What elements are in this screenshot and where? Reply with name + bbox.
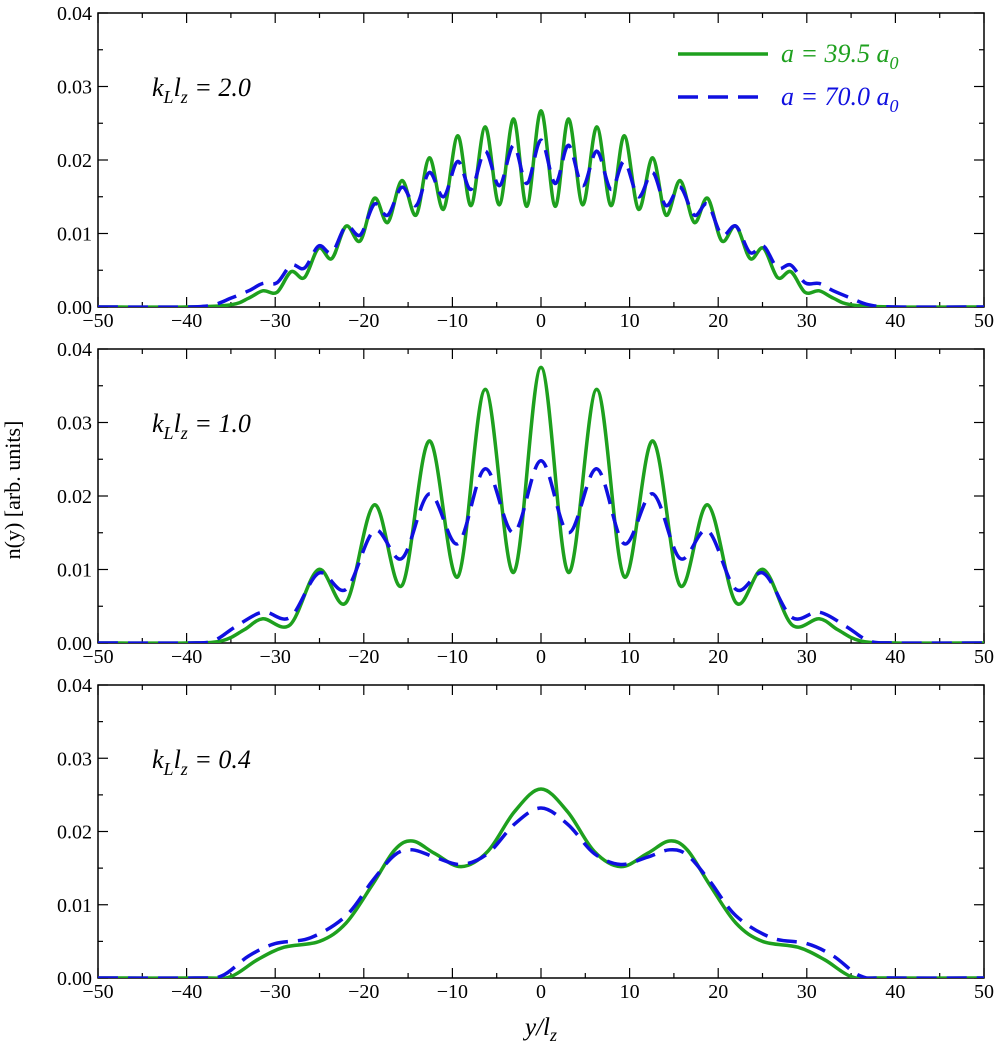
panel-3: −50 −40 −30 −20 −10 0 10 20 30 40 50 0.00 0.01 0.02 0.… [57,675,994,1003]
x-tick-label: −30 [260,981,291,1003]
series-line-a395 [98,109,984,307]
panel-label-part: L [163,423,174,443]
x-tick-label: −10 [437,310,468,332]
x-tick-label: −20 [348,646,379,668]
x-tick-label: 50 [974,310,994,332]
panel-label: kLlz = 0.4 [152,745,251,779]
y-tick-label: 0.01 [57,560,92,582]
x-tick-label: 10 [620,310,640,332]
x-tick-label: 30 [797,646,817,668]
x-tick-label: −30 [260,310,291,332]
y-tick-label: 0.03 [57,748,92,770]
panel-2: −50 −40 −30 −20 −10 0 10 20 30 40 50 0.00 0.01 0.02 0.… [57,339,994,668]
y-tick-label: 0.03 [57,77,92,99]
series-line-a395 [98,787,984,978]
x-axis-label: y/lz [522,1014,557,1044]
legend-entry: a = 70.0 a0 [781,82,899,116]
panel-frame [97,684,985,979]
x-axis-label-sub: z [549,1025,557,1044]
panel-label-part: l [174,745,181,774]
panel-label: kLlz = 1.0 [152,409,251,443]
panel-label-part: z [180,87,188,107]
panel-label-part: = 0.4 [188,745,251,774]
panel-label-part: k [152,745,164,774]
y-tick-label: 0.01 [57,895,92,917]
x-tick-label: 40 [885,981,905,1003]
x-tick-label: −40 [171,310,202,332]
panel-label-part: L [163,759,174,779]
x-tick-label: 40 [885,646,905,668]
y-tick-label: 0.00 [57,968,92,990]
series-line-a700 [98,806,984,978]
panel-label-part: l [174,409,181,438]
y-tick-label: 0.02 [57,150,92,172]
y-tick-label: 0.04 [57,675,92,697]
x-tick-label: −40 [171,981,202,1003]
panel-label-part: z [180,759,188,779]
panel-label-part: k [152,409,164,438]
series-line-a700 [98,458,984,643]
series-line-a700 [98,138,984,307]
x-tick-label: −50 [82,981,113,1003]
panel-label: kLlz = 2.0 [152,73,251,107]
x-tick-label: 50 [974,646,994,668]
x-tick-label: 50 [974,981,994,1003]
panel-label-part: l [174,73,181,102]
x-tick-label: 10 [620,981,640,1003]
y-tick-label: 0.04 [57,3,92,25]
x-tick-label: 20 [708,646,728,668]
x-tick-label: 40 [885,310,905,332]
x-tick-label: −10 [437,646,468,668]
panel-label-part: k [152,73,164,102]
y-tick-label: 0.01 [57,224,92,246]
x-tick-label: −30 [260,646,291,668]
x-tick-label: 0 [536,646,546,668]
y-tick-label: 0.00 [57,297,92,319]
x-tick-label: −50 [82,310,113,332]
x-tick-label: 30 [797,981,817,1003]
x-tick-label: 0 [536,310,546,332]
panel-frame [97,348,985,644]
x-tick-label: 20 [708,981,728,1003]
panel-label-part: = 2.0 [188,73,251,102]
panel-label-part: L [163,87,174,107]
x-tick-label: −50 [82,646,113,668]
panel-label-part: z [180,423,188,443]
y-tick-label: 0.00 [57,633,92,655]
x-tick-label: −20 [348,310,379,332]
y-tick-label: 0.02 [57,486,92,508]
x-tick-label: 10 [620,646,640,668]
series-line-a395 [98,365,984,643]
legend-entry: a = 39.5 a0 [781,39,899,73]
x-tick-label: −10 [437,981,468,1003]
panel-1: −50 −40 −30 −20 −10 0 10 20 30 40 50 0.00 0.01 0.02 0.… [57,3,994,332]
y-tick-label: 0.04 [57,339,92,361]
y-tick-label: 0.03 [57,413,92,435]
x-tick-label: 20 [708,310,728,332]
y-tick-label: 0.02 [57,822,92,844]
x-tick-label: −40 [171,646,202,668]
legend: a = 39.5 a0 a = 70.0 a0 [678,39,899,116]
panel-label-part: = 1.0 [188,409,251,438]
x-tick-label: 30 [797,310,817,332]
y-axis-label: n(y) [arb. units] [0,421,25,560]
x-tick-label: 0 [536,981,546,1003]
x-tick-label: −20 [348,981,379,1003]
x-axis-label-main: y/l [522,1014,550,1041]
